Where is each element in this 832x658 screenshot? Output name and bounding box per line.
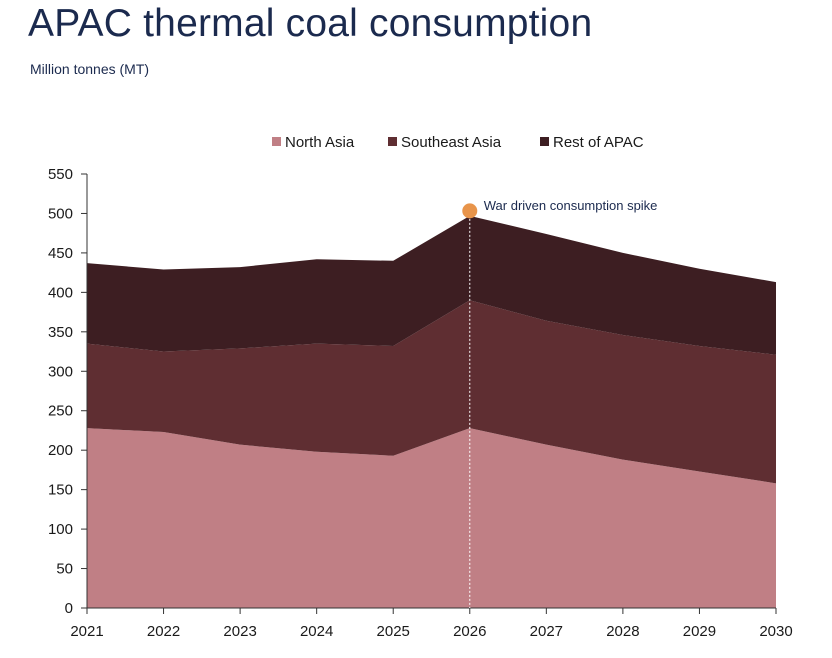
x-tick-label: 2024 — [300, 623, 333, 640]
annotation-marker — [462, 203, 478, 219]
y-tick-label: 350 — [48, 324, 73, 341]
y-tick-label: 450 — [48, 245, 73, 262]
y-tick-label: 50 — [56, 561, 73, 578]
area-southeast-asia — [87, 300, 776, 484]
x-tick-label: 2021 — [70, 623, 103, 640]
x-tick-label: 2029 — [683, 623, 716, 640]
x-tick-label: 2028 — [606, 623, 639, 640]
y-tick-label: 250 — [48, 403, 73, 420]
area-layer — [87, 215, 776, 608]
chart-title: APAC thermal coal consumption — [28, 2, 593, 45]
y-tick-label: 0 — [65, 600, 73, 617]
legend-label: Rest of APAC — [553, 134, 644, 151]
legend-swatch — [540, 137, 549, 146]
legend-label: North Asia — [285, 134, 355, 151]
legend-label: Southeast Asia — [401, 134, 502, 151]
x-tick-label: 2026 — [453, 623, 486, 640]
x-tick-label: 2027 — [530, 623, 563, 640]
y-tick-label: 500 — [48, 205, 73, 222]
x-tick-label: 2030 — [759, 623, 792, 640]
x-tick-label: 2022 — [147, 623, 180, 640]
axes: 0 50 100 150 200 250 300 350 400 450 500 550 2021 202… — [48, 166, 793, 640]
y-tick-label: 400 — [48, 284, 73, 301]
chart-subtitle: Million tonnes (MT) — [30, 61, 150, 77]
y-tick-label: 200 — [48, 442, 73, 459]
legend-swatch — [388, 137, 397, 146]
annotation: War driven consumption spike — [462, 198, 657, 608]
legend-swatch — [272, 137, 281, 146]
area-north-asia — [87, 428, 776, 608]
x-tick-label: 2025 — [377, 623, 410, 640]
annotation-label: War driven consumption spike — [484, 198, 658, 213]
y-tick-label: 300 — [48, 363, 73, 380]
y-tick-label: 100 — [48, 521, 73, 538]
area-rest-of-apac — [87, 215, 776, 355]
y-tick-label: 550 — [48, 166, 73, 183]
x-tick-label: 2023 — [223, 623, 256, 640]
y-tick-label: 150 — [48, 482, 73, 499]
legend: North Asia Southeast Asia Rest of APAC — [272, 134, 644, 151]
